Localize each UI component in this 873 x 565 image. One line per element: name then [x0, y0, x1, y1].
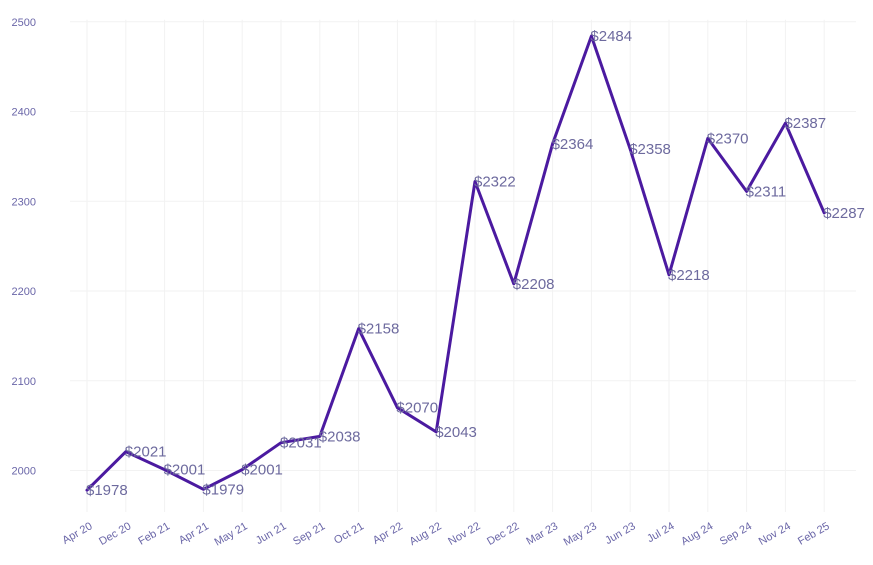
x-tick-label-15: Jul 24: [645, 520, 676, 545]
y-tick-label-2500: 2500: [12, 17, 36, 29]
x-tick-label-13: May 23: [562, 520, 599, 548]
x-tick-label-9: Aug 22: [407, 520, 443, 548]
x-tick-label-1: Dec 20: [97, 520, 133, 548]
data-label-15: $2218: [668, 267, 710, 284]
x-tick-label-11: Dec 22: [485, 520, 521, 548]
x-tick-label-16: Aug 24: [679, 520, 715, 548]
series-layer: [85, 34, 826, 492]
y-tick-label-2400: 2400: [12, 107, 36, 119]
data-label-17: $2311: [746, 183, 787, 200]
data-label-7: $2158: [358, 321, 400, 338]
x-tick-label-19: Feb 25: [796, 520, 832, 548]
x-tick-label-4: May 21: [212, 520, 249, 548]
data-label-6: $2038: [319, 428, 361, 445]
data-label-4: $2001: [241, 462, 283, 479]
x-tick-label-5: Jun 21: [254, 520, 289, 547]
y-tick-label-2100: 2100: [12, 376, 36, 388]
grid: [70, 19, 856, 512]
data-label-0: $1978: [86, 482, 128, 499]
data-label-2: $2001: [164, 462, 206, 479]
x-tick-label-3: Apr 21: [177, 520, 211, 547]
data-label-8: $2070: [396, 400, 438, 417]
x-tick-label-6: Sep 21: [291, 520, 327, 548]
data-label-12: $2364: [552, 136, 594, 153]
x-tick-label-17: Sep 24: [718, 520, 754, 548]
data-label-16: $2370: [707, 130, 749, 147]
data-label-14: $2358: [629, 141, 671, 158]
x-tick-label-10: Nov 22: [446, 520, 482, 548]
x-tick-label-18: Nov 24: [757, 520, 793, 548]
y-tick-label-2300: 2300: [12, 196, 36, 208]
data-label-13: $2484: [590, 28, 632, 45]
x-tick-label-14: Jun 23: [603, 520, 638, 547]
data-label-19: $2287: [823, 205, 865, 222]
data-label-3: $1979: [202, 481, 244, 498]
data-label-11: $2208: [513, 276, 555, 293]
y-tick-label-2200: 2200: [12, 286, 36, 298]
data-label-9: $2043: [435, 424, 477, 441]
x-tick-label-12: Mar 23: [524, 520, 560, 548]
x-tick-label-8: Apr 22: [371, 520, 405, 547]
data-label-10: $2322: [474, 174, 516, 191]
x-tick-label-2: Feb 21: [136, 520, 172, 548]
x-tick-label-0: Apr 20: [60, 520, 94, 547]
y-tick-label-2000: 2000: [12, 466, 36, 478]
data-label-18: $2387: [784, 115, 826, 132]
data-labels: $1978$2021$2001$1979$2001$2031$2038$2158…: [86, 28, 865, 499]
data-label-5: $2031: [280, 435, 322, 452]
y-axis: 2000 2100 2200 2300 2400 2500: [12, 17, 36, 478]
x-axis: Apr 20 Dec 20 Feb 21 Apr 21 May 21 Jun 21 Sep …: [60, 520, 831, 548]
x-tick-label-7: Oct 21: [332, 520, 366, 547]
series-line-0: [85, 34, 826, 492]
data-label-1: $2021: [125, 444, 167, 461]
